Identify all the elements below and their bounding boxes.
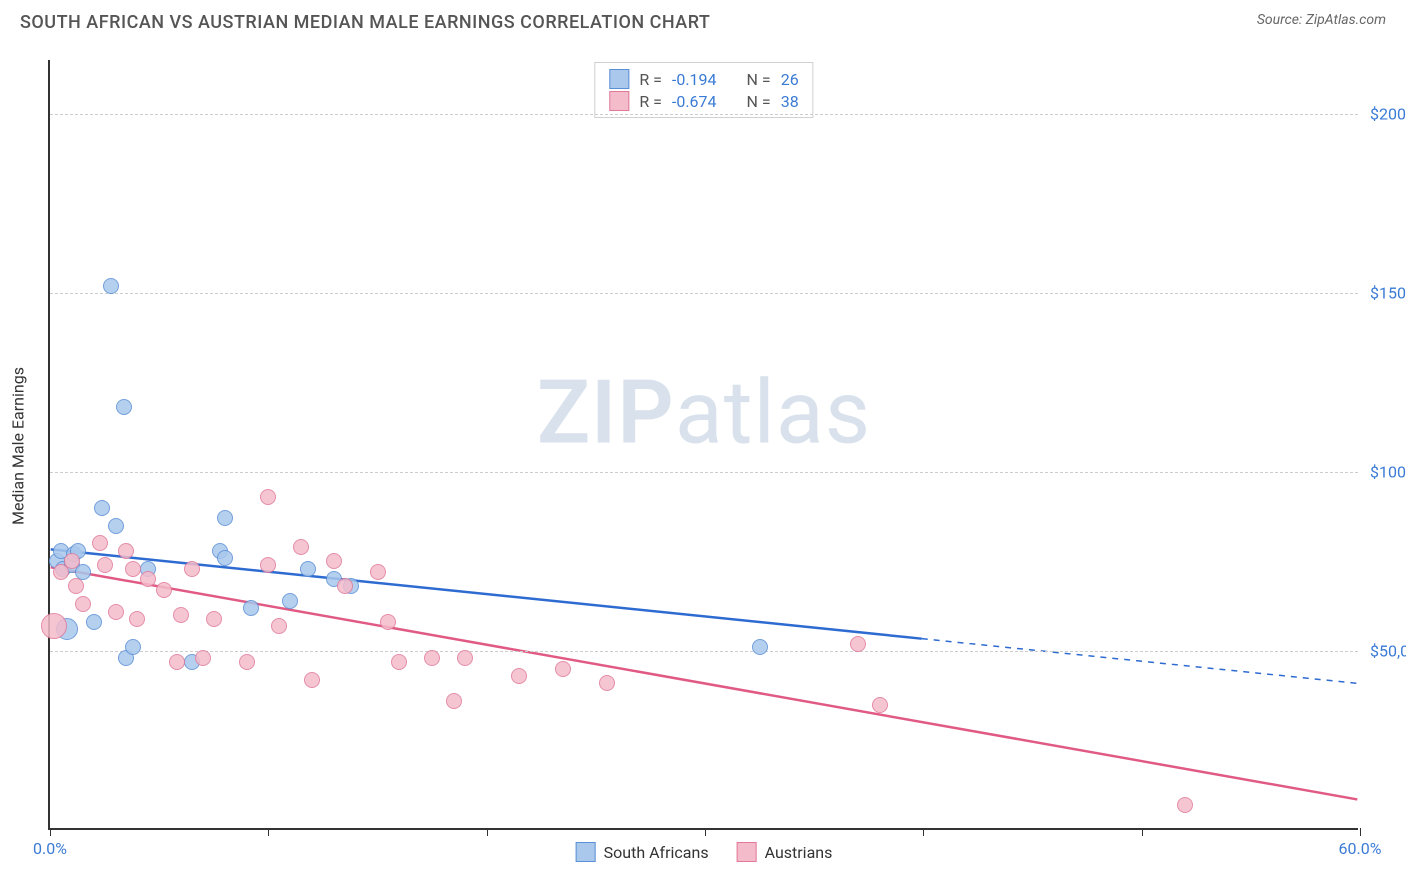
data-point-austrians [1177,797,1193,813]
y-tick-label: $150,000 [1362,283,1406,302]
data-point-austrians [293,539,309,555]
x-tick [50,828,51,836]
stat-value-n: 38 [781,92,799,111]
chart-source: Source: ZipAtlas.com [1257,12,1386,28]
stat-value-n: 26 [781,70,799,89]
y-axis-title: Median Male Earnings [9,367,28,525]
plot-area: ZIPatlas R =-0.194N =26R =-0.674N =38 So… [48,60,1358,830]
data-point-austrians [108,604,124,620]
stats-box: R = -0.194 N = 26 R = -0.674 N = 38 [594,62,813,118]
gridline-h [50,114,1358,115]
data-point-austrians [195,650,211,666]
legend-swatch-austrians [737,842,757,862]
data-point-austrians [118,543,134,559]
data-point-austrians [92,535,108,551]
gridline-h [50,472,1358,473]
data-point-austrians [260,489,276,505]
x-tick [1360,828,1361,836]
data-point-south_africans [108,518,124,534]
swatch-south_africans [609,69,629,89]
data-point-south_africans [217,510,233,526]
swatch-austrians [609,91,629,111]
data-point-austrians [140,571,156,587]
data-point-austrians [260,557,276,573]
data-point-austrians [337,578,353,594]
data-point-south_africans [116,399,132,415]
data-point-austrians [173,607,189,623]
legend-swatch-south_africans [576,842,596,862]
data-point-austrians [304,672,320,688]
data-point-austrians [872,697,888,713]
data-point-south_africans [217,550,233,566]
stats-row-austrians: R = -0.674 N = 38 [609,91,798,111]
data-point-austrians [599,675,615,691]
data-point-austrians [206,611,222,627]
stat-label-n: N = [747,92,771,111]
data-point-austrians [380,614,396,630]
watermark: ZIPatlas [537,362,871,465]
data-point-austrians [156,582,172,598]
data-point-austrians [129,611,145,627]
data-point-austrians [424,650,440,666]
data-point-austrians [68,578,84,594]
stat-value-r: -0.674 [672,92,717,111]
trend-line-dash-south_africans [922,639,1358,684]
data-point-south_africans [752,639,768,655]
data-point-austrians [75,596,91,612]
data-point-austrians [511,668,527,684]
data-point-austrians [169,654,185,670]
data-point-austrians [184,561,200,577]
x-tick [487,828,488,836]
data-point-austrians [326,553,342,569]
stat-label-r: R = [639,70,662,89]
data-point-austrians [457,650,473,666]
x-tick [705,828,706,836]
data-point-austrians [125,561,141,577]
data-point-south_africans [125,639,141,655]
stats-row-south_africans: R = -0.194 N = 26 [609,69,798,89]
data-point-austrians [391,654,407,670]
data-point-austrians [97,557,113,573]
stat-label-n: N = [747,70,771,89]
data-point-south_africans [103,278,119,294]
stat-value-r: -0.194 [672,70,717,89]
data-point-south_africans [243,600,259,616]
bottom-legend: South Africans Austrians [576,842,833,862]
trend-lines-svg [50,60,1358,828]
trend-line-south_africans [51,549,922,638]
data-point-austrians [271,618,287,634]
data-point-austrians [41,613,67,639]
watermark-bold: ZIP [537,362,675,465]
data-point-austrians [370,564,386,580]
y-tick-label: $100,000 [1362,462,1406,481]
data-point-austrians [239,654,255,670]
x-tick-label-right: 60.0% [1339,839,1382,858]
data-point-south_africans [94,500,110,516]
x-tick [923,828,924,836]
watermark-rest: atlas [675,362,871,465]
data-point-austrians [555,661,571,677]
gridline-h [50,651,1358,652]
chart-title: SOUTH AFRICAN VS AUSTRIAN MEDIAN MALE EA… [20,12,710,33]
x-tick [1142,828,1143,836]
data-point-austrians [446,693,462,709]
y-tick-label: $50,000 [1362,641,1406,660]
legend-item-austrians: Austrians [737,842,833,862]
legend-item-south_africans: South Africans [576,842,709,862]
data-point-austrians [64,553,80,569]
y-tick-label: $200,000 [1362,104,1406,123]
data-point-south_africans [86,614,102,630]
legend-label-south_africans: South Africans [604,843,709,862]
x-tick-label-left: 0.0% [33,839,67,858]
data-point-austrians [850,636,866,652]
data-point-south_africans [282,593,298,609]
gridline-h [50,293,1358,294]
data-point-south_africans [300,561,316,577]
legend-label-austrians: Austrians [765,843,833,862]
stat-label-r: R = [639,92,662,111]
x-tick [268,828,269,836]
